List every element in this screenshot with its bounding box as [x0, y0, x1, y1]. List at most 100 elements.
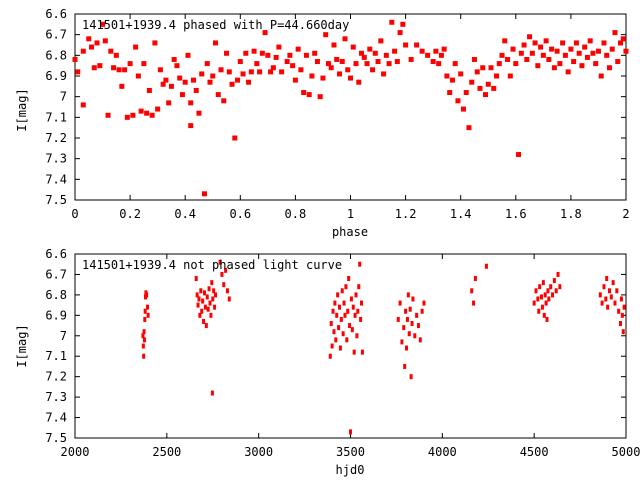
data-point: [619, 296, 623, 302]
y-tick-label: 7.2: [45, 131, 67, 145]
data-point: [601, 40, 607, 46]
data-point: [584, 54, 590, 60]
data-point: [455, 98, 461, 104]
data-point: [590, 50, 596, 56]
data-point: [394, 59, 400, 65]
data-point: [383, 52, 389, 58]
data-point: [502, 38, 508, 44]
data-point: [505, 56, 511, 62]
data-point: [430, 59, 436, 65]
data-point: [613, 300, 617, 306]
data-point: [543, 38, 549, 44]
data-point: [218, 67, 224, 73]
data-point: [413, 333, 417, 339]
x-tick-label: 1.6: [505, 207, 527, 221]
data-point: [343, 312, 347, 318]
data-point: [337, 325, 341, 331]
data-point: [94, 40, 100, 46]
data-point: [232, 135, 238, 141]
data-point: [418, 337, 422, 343]
data-point: [80, 48, 86, 54]
data-point: [538, 284, 542, 290]
data-point: [295, 46, 301, 52]
data-point: [334, 337, 338, 343]
y-tick-labels: 6.6 6.7 6.8 6.9 7 7.1 7.2 7.3 7.4 7.5: [45, 7, 67, 207]
y-tick-label: 6.9: [45, 308, 67, 322]
data-point: [355, 333, 359, 339]
data-point: [540, 294, 544, 300]
data-point: [144, 110, 150, 116]
data-point: [196, 110, 202, 116]
data-point: [339, 59, 345, 65]
x-tick-label: 1: [347, 207, 354, 221]
data-point: [444, 73, 450, 79]
data-point: [86, 36, 92, 42]
data-point: [194, 276, 198, 282]
data-point: [513, 61, 519, 67]
data-point: [402, 325, 406, 331]
data-point: [612, 30, 618, 36]
data-point: [370, 67, 376, 73]
data-point: [254, 61, 260, 67]
data-point: [220, 271, 224, 277]
data-point: [348, 323, 352, 329]
data-point: [360, 300, 364, 306]
data-point: [338, 345, 342, 351]
data-point: [149, 112, 155, 118]
data-point: [358, 261, 362, 267]
data-point: [466, 125, 472, 131]
data-point: [552, 278, 556, 284]
data-point: [609, 294, 613, 300]
data-point: [185, 52, 191, 58]
data-point: [546, 56, 552, 62]
data-point: [463, 90, 469, 96]
phased-light-curve-panel: 0 0.2 0.4 0.6 0.8 1 1.2 1.4 1.6 1.8 2 6.6 6.7 6.8 6.9…: [15, 7, 630, 239]
data-point: [364, 61, 370, 67]
data-point: [470, 288, 474, 294]
y-tick-label: 7.3: [45, 152, 67, 166]
data-point: [91, 65, 97, 71]
data-point: [204, 323, 208, 329]
data-point: [352, 349, 356, 355]
data-point: [496, 61, 502, 67]
data-point: [276, 44, 282, 50]
data-point: [146, 304, 150, 310]
data-point: [579, 63, 585, 69]
y-axis-label: I[mag]: [15, 324, 29, 367]
data-point: [617, 308, 621, 314]
data-point: [549, 46, 555, 52]
x-axis-label: hjd0: [336, 463, 365, 477]
data-point: [336, 71, 342, 77]
data-point: [203, 304, 207, 310]
data-point: [146, 312, 150, 318]
x-tick-label: 0.8: [285, 207, 307, 221]
x-tick-label: 0.4: [174, 207, 196, 221]
data-point: [331, 308, 335, 314]
data-point: [171, 56, 177, 62]
data-point: [213, 40, 219, 46]
data-point: [341, 331, 345, 337]
y-tick-label: 7.4: [45, 172, 67, 186]
data-point: [452, 61, 458, 67]
data-point: [621, 329, 625, 335]
data-point: [405, 316, 409, 322]
chart-title: 141501+1939.4 not phased light curve: [82, 258, 342, 272]
data-point: [342, 300, 346, 306]
x-tick-label: 1.2: [395, 207, 417, 221]
data-point: [620, 36, 626, 42]
chart-title: 141501+1939.4 phased with P=44.660day: [82, 18, 349, 32]
data-point: [246, 79, 252, 85]
data-point: [400, 21, 406, 27]
data-point: [543, 292, 547, 298]
data-point: [160, 81, 166, 87]
data-point: [182, 79, 188, 85]
data-point: [221, 98, 227, 104]
data-point: [494, 73, 500, 79]
data-point: [392, 48, 398, 54]
data-point: [124, 114, 130, 120]
data-point: [615, 288, 619, 294]
data-point: [141, 343, 145, 349]
data-point: [438, 52, 444, 58]
data-point: [397, 30, 403, 36]
data-point: [218, 259, 222, 265]
